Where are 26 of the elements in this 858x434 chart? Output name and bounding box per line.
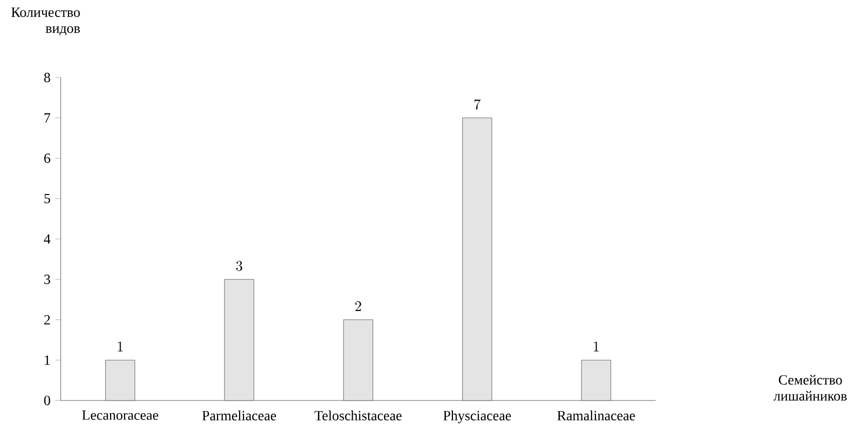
bar xyxy=(462,118,492,401)
y-tick-label: 0 xyxy=(44,396,50,406)
bar xyxy=(105,360,136,401)
x-tick-label: Lecanoraceae xyxy=(82,410,158,420)
y-tick-label: 3 xyxy=(44,274,50,284)
data-label: 7 xyxy=(474,99,481,110)
data-label: 3 xyxy=(236,260,242,271)
bar xyxy=(343,319,374,401)
data-label: 2 xyxy=(355,301,362,312)
y-tick-label: 4 xyxy=(44,234,50,244)
x-tick-label: Teloschistaceae xyxy=(314,410,402,420)
x-tick-label: Ramalinaceae xyxy=(557,410,635,420)
y-tick-label: 7 xyxy=(44,113,50,122)
x-tick-label: Parmeliaceae xyxy=(202,410,276,420)
text: Семейство лишайников xyxy=(774,374,847,401)
y-tick-label: 2 xyxy=(44,315,50,324)
y-tick-label: 5 xyxy=(44,194,50,204)
x-tick-label: Physciaceae xyxy=(443,410,511,424)
data-label: 1 xyxy=(118,342,123,352)
y-axis-title: Количество видов xyxy=(11,8,80,36)
bar xyxy=(224,279,254,401)
y-tick-label: 1 xyxy=(44,355,50,365)
y-tick-label: 6 xyxy=(44,154,50,163)
bar xyxy=(581,360,612,401)
y-tick-label: 8 xyxy=(44,72,50,82)
data-label: 1 xyxy=(594,342,599,352)
